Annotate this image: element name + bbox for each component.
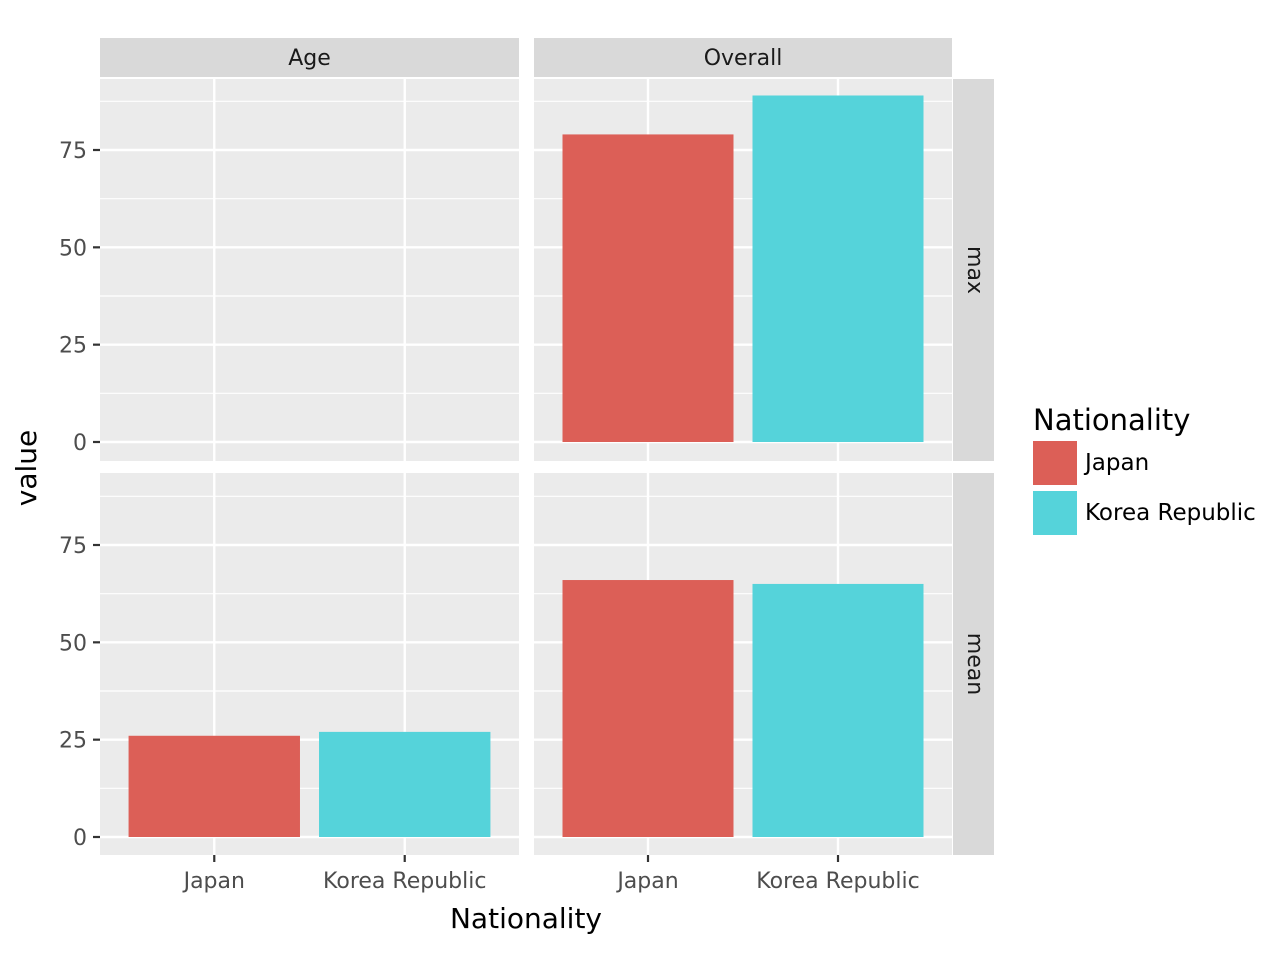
legend-key-korea-republic <box>1033 491 1077 535</box>
bar-korea-republic-overall-mean <box>752 583 924 837</box>
strip-background-max <box>953 79 994 461</box>
y-tick-label: 0 <box>73 826 87 851</box>
y-axis-title: value <box>10 430 43 506</box>
legend-label-korea-republic: Korea Republic <box>1085 500 1256 526</box>
bar-japan-overall-mean <box>562 580 734 837</box>
panels-layer <box>100 79 952 855</box>
x-axis-title: Nationality <box>450 902 602 935</box>
facet-strips: Age Overall max mean <box>100 38 994 855</box>
y-tick-label: 75 <box>59 139 87 164</box>
legend-label-japan: Japan <box>1083 450 1149 476</box>
strip-label-mean: mean <box>962 633 987 695</box>
panel-overall-max <box>534 79 952 461</box>
legend-key-japan <box>1033 441 1077 485</box>
bar-japan-overall-max <box>562 134 734 442</box>
panel-age-max <box>100 79 519 461</box>
strip-background-mean <box>953 473 994 855</box>
y-tick-label: 75 <box>59 534 87 559</box>
y-tick-label: 50 <box>59 236 87 261</box>
x-tick-label: Korea Republic <box>756 869 919 894</box>
strip-background-age <box>100 38 519 77</box>
legend-title: Nationality <box>1033 403 1190 437</box>
legend: Nationality Japan Korea Republic <box>1033 403 1256 535</box>
y-tick-label: 25 <box>59 729 87 754</box>
x-tick-label: Japan <box>615 869 678 894</box>
bar-korea-republic-age-mean <box>319 731 491 837</box>
bar-japan-age-mean <box>128 735 300 837</box>
panel-overall-mean <box>534 473 952 855</box>
y-tick-label: 0 <box>73 431 87 456</box>
axes: 0 25 50 75 0 25 50 75 Japan Korea Republic Japan Ko… <box>59 139 920 894</box>
x-tick-label: Korea Republic <box>323 869 486 894</box>
strip-background-overall <box>534 38 952 77</box>
bar-korea-republic-overall-max <box>752 95 924 442</box>
strip-label-age: Age <box>288 46 331 71</box>
strip-label-max: max <box>962 246 987 294</box>
y-tick-label: 25 <box>59 334 87 359</box>
panel-age-mean <box>100 473 519 855</box>
y-tick-label: 50 <box>59 631 87 656</box>
strip-label-overall: Overall <box>704 46 783 71</box>
panel-background <box>100 79 519 461</box>
x-tick-label: Japan <box>182 869 245 894</box>
